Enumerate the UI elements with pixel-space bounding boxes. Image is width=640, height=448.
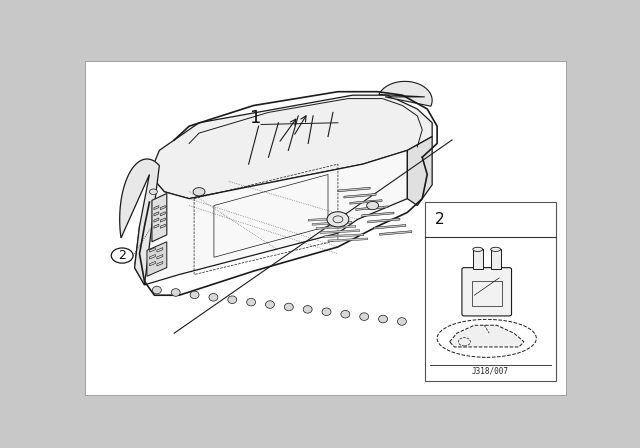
Polygon shape xyxy=(308,217,348,221)
Polygon shape xyxy=(316,225,356,229)
Ellipse shape xyxy=(491,247,500,251)
Polygon shape xyxy=(320,230,360,233)
FancyBboxPatch shape xyxy=(462,267,511,316)
Circle shape xyxy=(111,248,133,263)
Ellipse shape xyxy=(397,318,406,325)
Ellipse shape xyxy=(322,308,331,315)
Ellipse shape xyxy=(209,293,218,301)
Polygon shape xyxy=(344,194,376,198)
Ellipse shape xyxy=(379,315,388,323)
Polygon shape xyxy=(147,242,167,276)
Polygon shape xyxy=(350,200,382,204)
Polygon shape xyxy=(362,212,394,216)
Bar xyxy=(491,250,500,269)
Polygon shape xyxy=(449,325,524,347)
Polygon shape xyxy=(154,224,159,228)
Text: 1: 1 xyxy=(250,108,262,127)
Text: 2: 2 xyxy=(118,249,126,262)
Ellipse shape xyxy=(284,303,293,311)
Polygon shape xyxy=(152,194,167,242)
Polygon shape xyxy=(154,212,159,216)
Ellipse shape xyxy=(172,289,180,296)
Polygon shape xyxy=(150,95,432,198)
Polygon shape xyxy=(380,231,412,235)
Circle shape xyxy=(327,212,349,227)
Ellipse shape xyxy=(190,291,199,299)
Text: J318/007: J318/007 xyxy=(472,366,509,375)
Polygon shape xyxy=(161,206,165,210)
Bar xyxy=(472,281,502,306)
Polygon shape xyxy=(328,238,367,242)
Circle shape xyxy=(193,188,205,196)
Ellipse shape xyxy=(266,301,275,308)
Circle shape xyxy=(367,202,379,210)
Polygon shape xyxy=(368,218,400,223)
Polygon shape xyxy=(408,137,432,206)
Bar xyxy=(473,250,483,269)
Ellipse shape xyxy=(303,306,312,313)
Polygon shape xyxy=(161,224,165,228)
Circle shape xyxy=(150,189,157,194)
Polygon shape xyxy=(338,187,370,192)
Polygon shape xyxy=(161,212,165,216)
Ellipse shape xyxy=(246,298,255,306)
Ellipse shape xyxy=(341,310,350,318)
Ellipse shape xyxy=(360,313,369,320)
Text: 2: 2 xyxy=(435,212,444,227)
Polygon shape xyxy=(120,159,159,285)
Polygon shape xyxy=(154,218,159,222)
Ellipse shape xyxy=(473,247,483,251)
Polygon shape xyxy=(374,224,406,229)
Polygon shape xyxy=(356,206,388,211)
Polygon shape xyxy=(379,82,432,106)
Ellipse shape xyxy=(228,296,237,303)
Polygon shape xyxy=(161,218,165,222)
Polygon shape xyxy=(134,151,408,285)
Polygon shape xyxy=(324,234,364,237)
Polygon shape xyxy=(312,221,352,225)
Bar xyxy=(425,202,556,382)
Ellipse shape xyxy=(152,286,161,294)
Polygon shape xyxy=(154,206,159,210)
